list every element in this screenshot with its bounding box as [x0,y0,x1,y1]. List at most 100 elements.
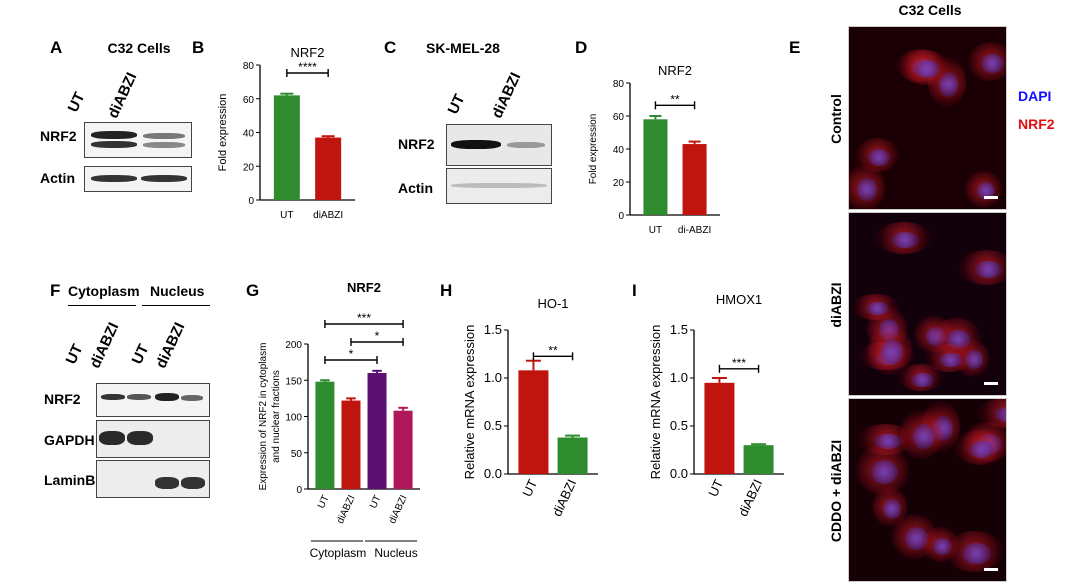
x-tick-label: UT [280,210,293,221]
panel-a-lane-diabzi: diABZI [104,70,141,121]
cell-nucleus [962,543,991,565]
y-axis-label: Fold expression [217,94,229,172]
x-tick-label: UT [649,225,662,236]
blot-band [101,394,125,400]
scale-bar [984,196,998,199]
group-label: Nucleus [374,546,417,560]
blot-band [451,140,501,149]
y-tick-label: 1.5 [484,322,502,337]
significance-label: ** [548,343,558,357]
panel-c-title: SK-MEL-28 [426,40,500,56]
cell-nucleus [890,231,920,248]
cell-nucleus [981,53,1004,74]
y-axis-label-line: and nuclear fractions [271,370,282,463]
cell-nucleus [857,177,877,202]
y-tick-label: 50 [291,449,303,460]
panel-e-title: C32 Cells [898,2,962,18]
x-tick-label: diABZI [313,210,343,221]
cell-nucleus [871,459,898,485]
bar [367,373,387,489]
group-label: Cytoplasm [310,546,367,560]
cell-nucleus [914,60,940,79]
blot-band [155,477,179,489]
blot-band [91,141,137,148]
legend-nrf2: NRF2 [1018,116,1055,132]
significance-label: **** [298,60,317,74]
cell-nucleus [873,433,902,449]
panel-e-row-cddo: CDDO + diABZI [828,439,844,543]
panel-f-row-laminb: LaminB [44,472,96,488]
y-axis-label: Relative mRNA expression [648,325,663,480]
micrograph-cddo-diabzi [848,398,1007,582]
y-tick-label: 0.5 [670,418,688,433]
panel-f-group-underline [142,305,210,306]
chart-title: NRF2 [291,45,325,60]
blot-band [99,431,125,445]
bar [315,137,342,200]
panel-c-row-nrf2: NRF2 [398,136,435,152]
cell-nucleus [913,424,935,449]
panel-letter-c: C [384,38,397,57]
panel-f-lane: UT [62,341,87,367]
panel-letter-f: F [50,281,61,300]
cell-nucleus [911,373,934,387]
y-tick-label: 100 [285,413,302,424]
y-axis-label: Relative mRNA expression [462,325,477,480]
blot-band [91,175,137,182]
panel-f-lane: diABZI [152,320,189,371]
cell-nucleus [880,338,903,364]
chart-b: NRF2 0 20 40 60 80 Fold expression UT diABZI **** [217,45,355,221]
panel-a-title: C32 Cells [107,40,171,56]
bar [393,410,413,489]
y-tick-label: 0.0 [484,466,502,481]
significance-label: * [375,329,380,343]
blot-band [507,142,545,148]
y-tick-label: 0 [248,196,254,207]
significance-label: ** [670,92,680,106]
bar [315,381,335,489]
panel-letter-h: H [440,281,453,300]
y-axis-label-line: Expression of NRF2 in cytoplasm [258,343,269,491]
x-tick-label: UT [368,494,384,511]
panel-f-row-gapdh: GAPDH [44,432,95,448]
panel-c-blot-nrf2 [446,124,552,166]
y-tick-label: 150 [285,376,302,387]
y-axis-label: Expression of NRF2 in cytoplasm and nucle… [258,343,282,491]
y-tick-label: 40 [243,129,255,140]
chart-title: NRF2 [658,65,692,78]
blot-band [181,477,205,489]
cell-nucleus [865,302,890,316]
panel-c-lane-diabzi: diABZI [488,70,525,121]
y-tick-label: 20 [613,178,625,189]
x-tick-label: diABZI [735,477,765,519]
panel-a-lane-ut: UT [64,89,89,115]
bar [557,437,588,474]
scale-bar [984,568,998,571]
cell-nucleus [939,352,963,367]
cell-nucleus [868,148,890,166]
x-tick-label: diABZI [549,477,579,519]
panel-letter-b: B [192,38,205,57]
chart-i: HMOX1 0.0 0.5 1.0 1.5 Relative mRNA expressio… [648,292,784,519]
blot-band [127,431,153,445]
panel-c-blot-actin [446,168,552,204]
y-tick-label: 1.0 [670,370,688,385]
chart-h: HO-1 0.0 0.5 1.0 1.5 Relative mRNA expression… [462,296,598,519]
cell-nucleus [976,181,995,200]
cell-nucleus [974,260,1003,278]
blot-band [143,133,185,139]
panel-c-lane-ut: UT [444,91,469,117]
x-tick-label: UT [316,494,332,511]
panel-e-row-control: Control [828,94,844,144]
panel-c-row-actin: Actin [398,180,433,196]
y-tick-label: 0 [296,485,302,496]
blot-band [143,142,185,148]
micrograph-diabzi [848,212,1007,396]
x-tick-label: di-ABZI [678,225,711,236]
micrograph-control [848,26,1007,210]
panel-a-blot-actin [84,166,192,192]
bar [518,370,549,474]
panel-f-blot-gapdh [96,420,210,458]
y-tick-label: 20 [243,162,255,173]
